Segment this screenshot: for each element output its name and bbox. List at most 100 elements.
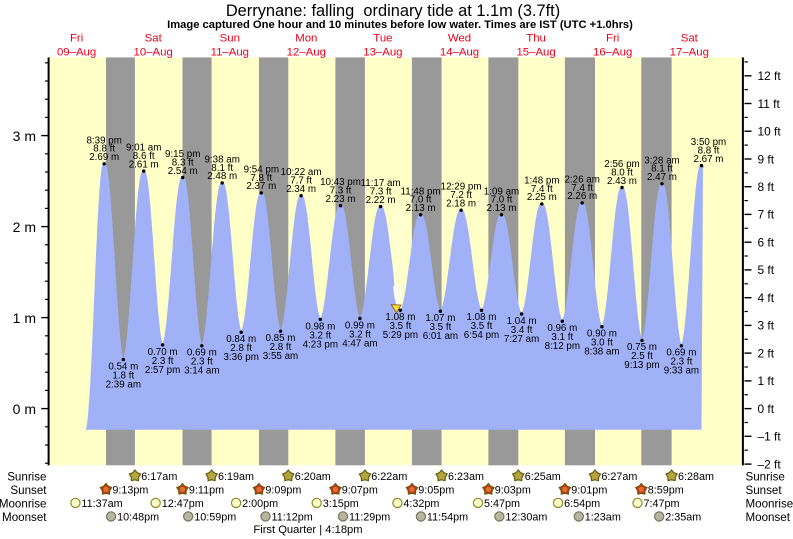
svg-text:First Quarter | 4:18pm: First Quarter | 4:18pm	[253, 524, 362, 536]
svg-text:6:28am: 6:28am	[678, 471, 714, 483]
svg-text:7.7 ft: 7.7 ft	[290, 176, 312, 187]
svg-text:5:29 pm: 5:29 pm	[383, 330, 418, 341]
svg-text:5 ft: 5 ft	[758, 263, 775, 277]
svg-text:Sun: Sun	[220, 33, 240, 45]
svg-text:10:48pm: 10:48pm	[117, 511, 159, 523]
svg-text:10:59pm: 10:59pm	[194, 511, 236, 523]
svg-text:10:22 am: 10:22 am	[281, 167, 322, 178]
svg-text:2.22 m: 2.22 m	[366, 195, 396, 206]
svg-text:7.8 ft: 7.8 ft	[250, 173, 272, 184]
svg-text:7.0 ft: 7.0 ft	[410, 195, 432, 206]
svg-text:8.0 ft: 8.0 ft	[611, 167, 633, 178]
svg-text:0.96 m: 0.96 m	[547, 323, 577, 334]
svg-text:0.69 m: 0.69 m	[666, 348, 696, 359]
svg-text:3.1 ft: 3.1 ft	[551, 332, 573, 343]
svg-text:7.0 ft: 7.0 ft	[491, 195, 513, 206]
svg-text:1.08 m: 1.08 m	[467, 312, 497, 323]
svg-text:9:09pm: 9:09pm	[265, 484, 301, 496]
svg-text:2.8 ft: 2.8 ft	[270, 342, 292, 353]
svg-text:2:35am: 2:35am	[665, 511, 701, 523]
svg-text:Sunrise: Sunrise	[7, 470, 46, 483]
svg-text:7.2 ft: 7.2 ft	[450, 190, 472, 201]
svg-text:Sunset: Sunset	[746, 484, 783, 497]
svg-text:3.5 ft: 3.5 ft	[390, 321, 412, 332]
svg-text:6:17am: 6:17am	[141, 471, 177, 483]
svg-text:6:19am: 6:19am	[218, 471, 254, 483]
svg-text:10 ft: 10 ft	[758, 125, 782, 139]
svg-text:6:22am: 6:22am	[371, 471, 407, 483]
svg-text:0.99 m: 0.99 m	[345, 320, 375, 331]
svg-text:Sunset: Sunset	[10, 484, 47, 497]
svg-text:0.90 m: 0.90 m	[587, 329, 617, 340]
svg-text:12:47pm: 12:47pm	[162, 498, 204, 510]
svg-text:Sat: Sat	[145, 33, 163, 45]
svg-text:8.8 ft: 8.8 ft	[93, 144, 115, 155]
svg-text:8:39 pm: 8:39 pm	[86, 135, 121, 146]
svg-text:7.3 ft: 7.3 ft	[330, 186, 352, 197]
svg-text:4:23 pm: 4:23 pm	[303, 339, 338, 350]
svg-text:8.1 ft: 8.1 ft	[651, 164, 673, 175]
svg-text:12–Aug: 12–Aug	[287, 47, 326, 59]
svg-text:3.4 ft: 3.4 ft	[511, 325, 533, 336]
svg-text:2.13 m: 2.13 m	[406, 203, 436, 214]
svg-text:1.07 m: 1.07 m	[425, 313, 455, 324]
svg-text:1 ft: 1 ft	[758, 374, 775, 388]
svg-text:Tue: Tue	[373, 33, 392, 45]
svg-text:8.6 ft: 8.6 ft	[133, 151, 155, 162]
svg-text:12 ft: 12 ft	[758, 69, 782, 83]
svg-text:Derrynane: falling ordinary t: Derrynane: falling ordinary tide at 1.1m…	[226, 2, 560, 20]
svg-text:11:12pm: 11:12pm	[272, 511, 313, 523]
svg-text:1.8 ft: 1.8 ft	[112, 370, 134, 381]
svg-text:9:13 pm: 9:13 pm	[624, 360, 659, 371]
svg-text:3.2 ft: 3.2 ft	[309, 330, 331, 341]
svg-text:3 ft: 3 ft	[758, 319, 775, 333]
svg-text:Sunrise: Sunrise	[746, 470, 785, 483]
svg-text:3:28 am: 3:28 am	[644, 155, 679, 166]
svg-text:0 ft: 0 ft	[758, 402, 775, 416]
svg-text:8.3 ft: 8.3 ft	[172, 157, 194, 168]
svg-text:13–Aug: 13–Aug	[363, 47, 402, 59]
svg-text:11:17 am: 11:17 am	[361, 178, 401, 189]
svg-text:1.04 m: 1.04 m	[507, 316, 537, 327]
svg-text:10–Aug: 10–Aug	[134, 47, 173, 59]
svg-text:Moonrise: Moonrise	[746, 497, 793, 510]
svg-text:2:00pm: 2:00pm	[242, 498, 278, 510]
svg-text:2.25 m: 2.25 m	[527, 192, 557, 203]
svg-text:11–Aug: 11–Aug	[211, 47, 249, 59]
svg-text:17–Aug: 17–Aug	[670, 47, 709, 59]
svg-text:11 ft: 11 ft	[758, 97, 781, 111]
svg-text:1:23am: 1:23am	[585, 511, 621, 523]
svg-text:6:25am: 6:25am	[525, 471, 561, 483]
svg-text:3:14 am: 3:14 am	[184, 366, 219, 377]
svg-text:11:48 pm: 11:48 pm	[401, 186, 441, 197]
svg-text:2.47 m: 2.47 m	[647, 172, 677, 183]
svg-text:8 ft: 8 ft	[758, 180, 775, 194]
svg-text:0.84 m: 0.84 m	[226, 334, 256, 345]
svg-text:6:27am: 6:27am	[601, 471, 637, 483]
svg-text:2.43 m: 2.43 m	[607, 176, 637, 187]
svg-text:Fri: Fri	[606, 33, 619, 45]
svg-text:9:13pm: 9:13pm	[112, 484, 148, 496]
svg-text:7:47pm: 7:47pm	[644, 498, 680, 510]
svg-text:3.5 ft: 3.5 ft	[430, 322, 452, 333]
svg-text:9 ft: 9 ft	[758, 152, 775, 166]
svg-text:1 m: 1 m	[13, 310, 36, 326]
svg-text:09–Aug: 09–Aug	[57, 47, 96, 59]
svg-text:9:38 am: 9:38 am	[204, 154, 239, 165]
svg-text:2.3 ft: 2.3 ft	[191, 357, 213, 368]
svg-text:6:54 pm: 6:54 pm	[464, 330, 499, 341]
svg-text:0.69 m: 0.69 m	[187, 348, 217, 359]
svg-text:12:29 pm: 12:29 pm	[441, 182, 482, 193]
svg-text:2.3 ft: 2.3 ft	[671, 357, 693, 368]
svg-text:3:15pm: 3:15pm	[323, 498, 359, 510]
svg-text:3.2 ft: 3.2 ft	[349, 329, 371, 340]
svg-text:2.37 m: 2.37 m	[246, 181, 276, 192]
svg-text:7.4 ft: 7.4 ft	[571, 183, 593, 194]
svg-text:0.85 m: 0.85 m	[266, 333, 296, 344]
svg-text:11:54pm: 11:54pm	[427, 511, 468, 523]
svg-text:–2 ft: –2 ft	[758, 457, 782, 471]
svg-text:2.34 m: 2.34 m	[286, 184, 316, 195]
svg-text:0 m: 0 m	[13, 401, 36, 417]
svg-text:0.54 m: 0.54 m	[108, 361, 138, 372]
svg-text:8.1 ft: 8.1 ft	[211, 163, 233, 174]
